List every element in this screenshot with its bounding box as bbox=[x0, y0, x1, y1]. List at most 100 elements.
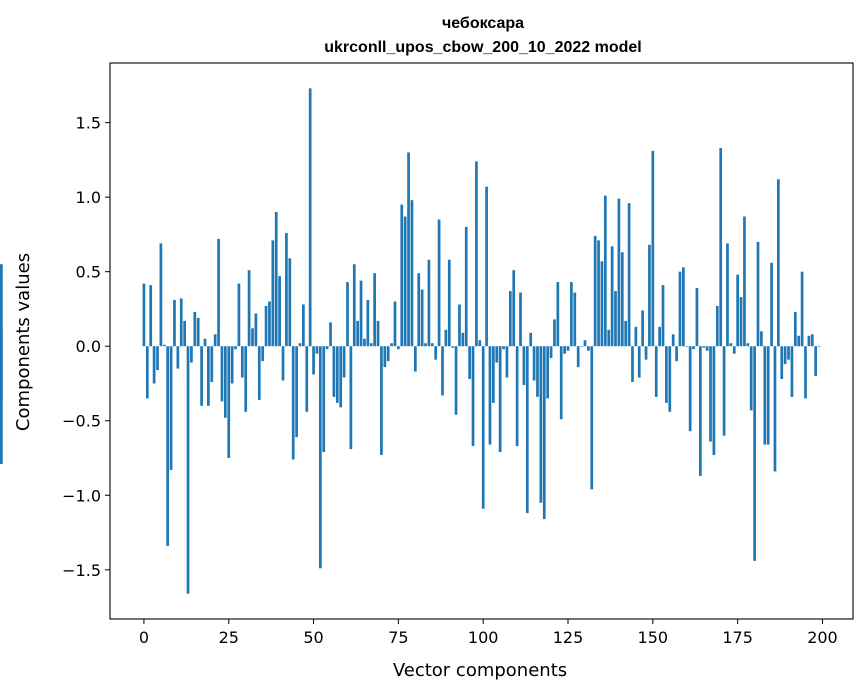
bar bbox=[688, 346, 692, 432]
bar bbox=[736, 274, 739, 347]
bar bbox=[397, 346, 400, 350]
bar bbox=[505, 346, 509, 378]
bar bbox=[196, 317, 200, 347]
bar bbox=[152, 346, 156, 384]
bar bbox=[600, 261, 604, 347]
bar bbox=[576, 346, 580, 368]
x-tick-label: 175 bbox=[722, 628, 753, 647]
bar bbox=[407, 152, 410, 347]
bar bbox=[247, 270, 251, 347]
bar bbox=[339, 346, 343, 408]
bar bbox=[553, 319, 556, 347]
bar bbox=[522, 346, 526, 385]
x-tick-label: 150 bbox=[638, 628, 669, 647]
bar bbox=[495, 346, 499, 363]
bar bbox=[393, 301, 397, 347]
bar bbox=[529, 332, 533, 347]
bar bbox=[363, 338, 366, 347]
bar bbox=[566, 346, 570, 351]
bar bbox=[593, 235, 597, 347]
bar bbox=[186, 346, 190, 594]
bar bbox=[478, 340, 482, 347]
bar bbox=[179, 298, 183, 347]
bar bbox=[329, 322, 332, 347]
bar bbox=[790, 346, 794, 397]
bar bbox=[203, 338, 207, 347]
bar bbox=[536, 346, 539, 397]
bar bbox=[692, 346, 695, 350]
bar bbox=[753, 346, 756, 561]
bar bbox=[780, 346, 784, 380]
bar bbox=[709, 346, 712, 442]
x-tick-label: 75 bbox=[388, 628, 408, 647]
bar bbox=[369, 343, 373, 347]
bar bbox=[631, 346, 634, 382]
bar bbox=[420, 289, 424, 347]
bar bbox=[559, 346, 563, 420]
bar bbox=[278, 276, 281, 347]
bar bbox=[712, 346, 716, 456]
bar bbox=[702, 346, 706, 348]
bar bbox=[417, 273, 421, 347]
x-tick-label: 50 bbox=[303, 628, 323, 647]
bar bbox=[305, 346, 309, 412]
bar bbox=[468, 346, 471, 380]
x-tick-label: 125 bbox=[553, 628, 584, 647]
y-tick-label: −0.5 bbox=[62, 412, 101, 431]
bar bbox=[471, 346, 475, 447]
bar bbox=[739, 297, 743, 347]
bar bbox=[743, 216, 746, 347]
bar bbox=[200, 346, 203, 406]
bar bbox=[403, 216, 407, 347]
bar bbox=[176, 346, 180, 369]
bar bbox=[617, 198, 621, 347]
bar bbox=[162, 344, 166, 347]
bar bbox=[525, 346, 529, 514]
bar bbox=[685, 346, 689, 347]
bar bbox=[261, 346, 265, 362]
bar bbox=[732, 346, 736, 354]
bar bbox=[159, 243, 163, 347]
bar bbox=[234, 346, 237, 350]
bar bbox=[695, 288, 699, 347]
bar bbox=[715, 305, 719, 347]
bar bbox=[380, 346, 383, 456]
bar bbox=[519, 292, 522, 347]
bar bbox=[800, 271, 804, 347]
bar bbox=[719, 147, 723, 347]
bar bbox=[335, 346, 339, 403]
bar bbox=[346, 282, 349, 347]
bar bbox=[614, 291, 617, 347]
bar bbox=[627, 203, 631, 347]
bar bbox=[675, 346, 678, 362]
x-tick-label: 200 bbox=[807, 628, 838, 647]
bar bbox=[722, 346, 726, 436]
bar bbox=[322, 346, 326, 453]
bar bbox=[424, 343, 427, 347]
bar bbox=[386, 346, 390, 362]
y-tick-label: −1.5 bbox=[62, 561, 101, 580]
bar bbox=[145, 346, 149, 399]
bar bbox=[288, 258, 292, 347]
bar bbox=[312, 346, 315, 375]
bar bbox=[492, 346, 495, 403]
x-tick-label: 25 bbox=[219, 628, 239, 647]
bar bbox=[620, 252, 624, 347]
bar bbox=[451, 346, 455, 348]
bar bbox=[227, 346, 231, 459]
bar bbox=[390, 343, 393, 347]
bar bbox=[190, 346, 193, 363]
bar bbox=[532, 346, 536, 381]
bar bbox=[434, 346, 438, 360]
bar bbox=[665, 346, 668, 403]
bar bbox=[193, 311, 197, 347]
bar bbox=[756, 241, 760, 347]
bar bbox=[488, 346, 492, 445]
bar bbox=[210, 346, 214, 382]
x-tick-label: 0 bbox=[139, 628, 149, 647]
bar bbox=[285, 232, 288, 347]
bar bbox=[173, 300, 176, 347]
bar bbox=[359, 280, 363, 347]
bar bbox=[220, 346, 224, 402]
